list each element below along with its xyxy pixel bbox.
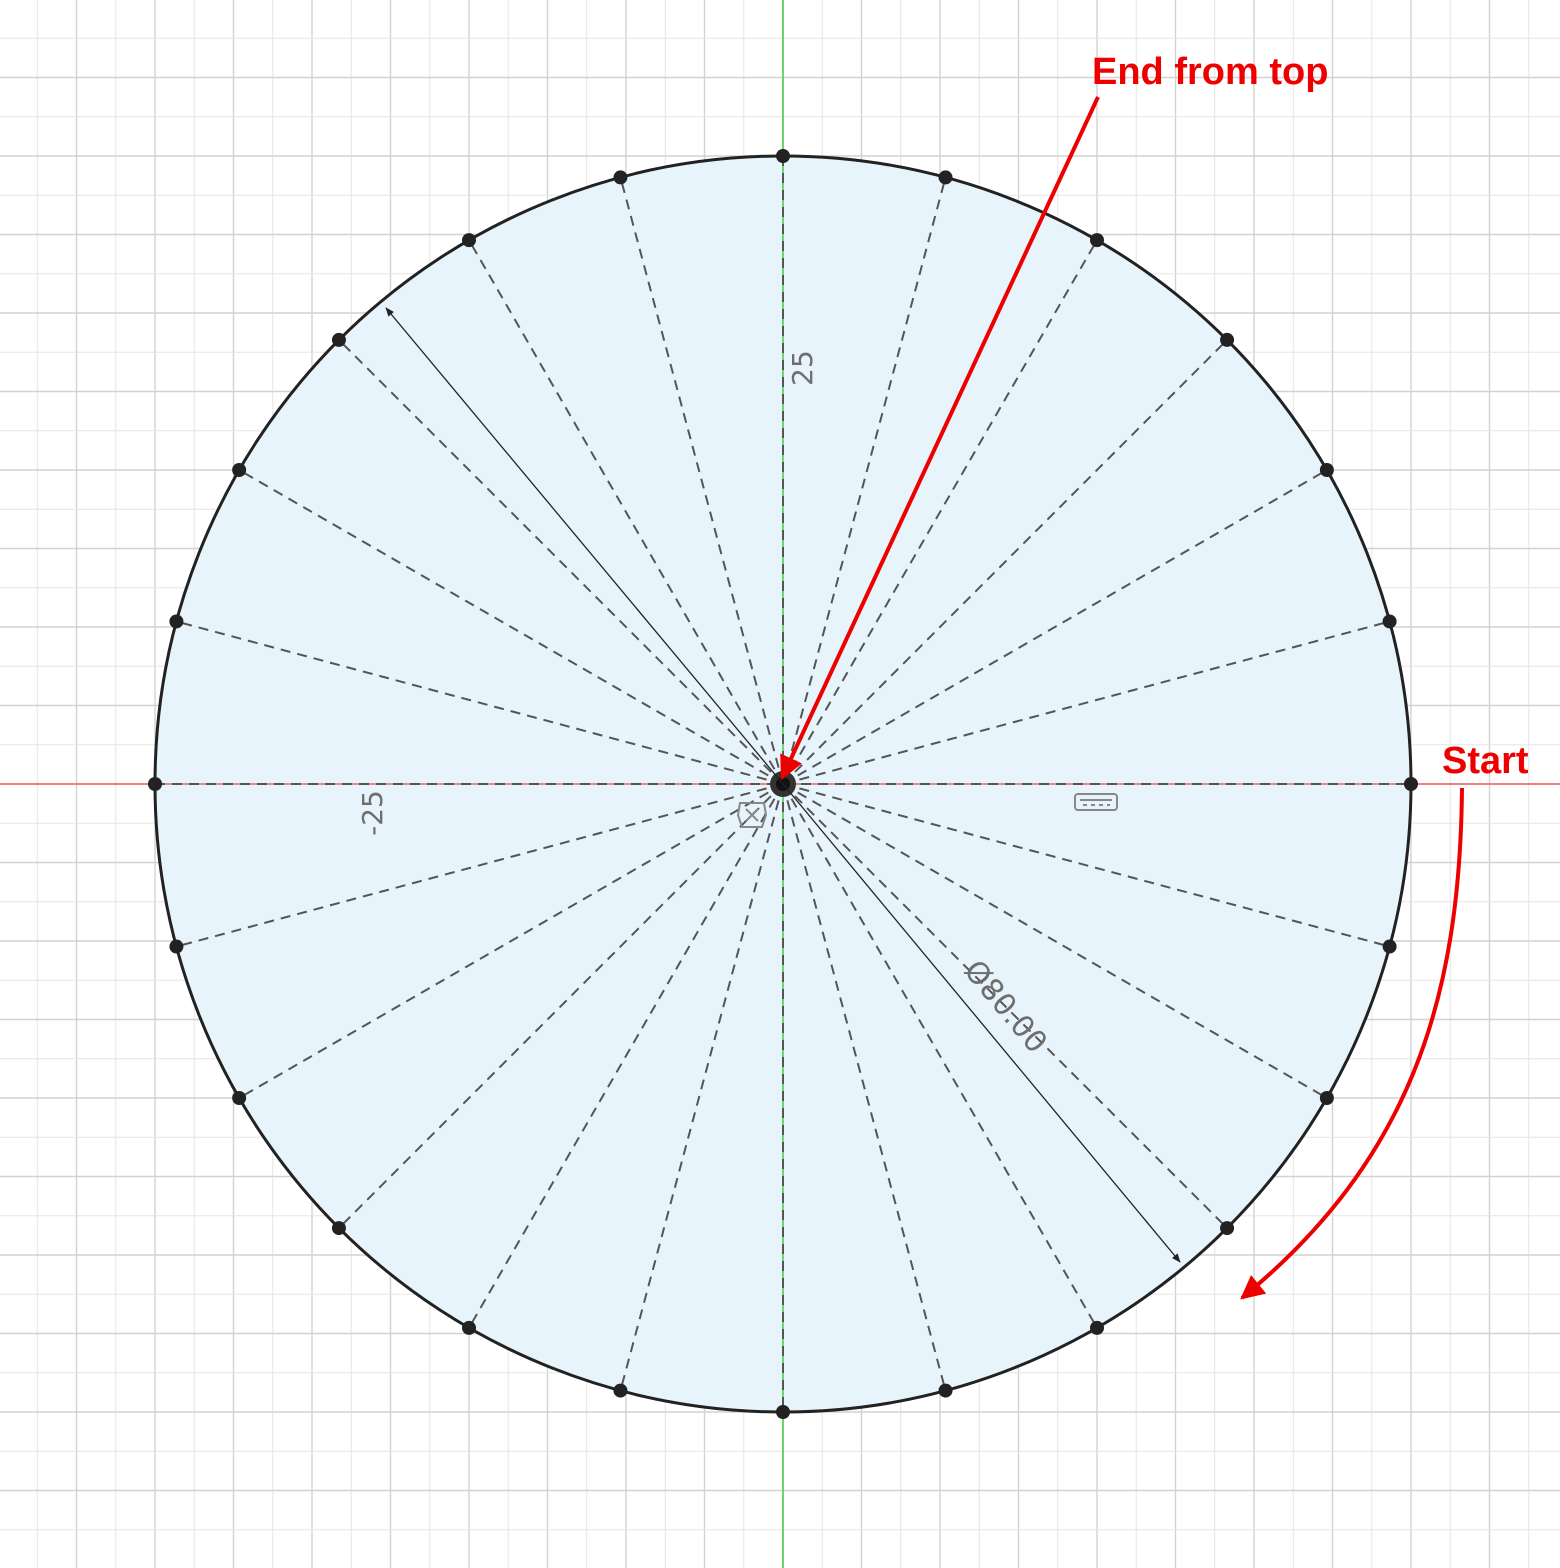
construction-spoke[interactable] <box>338 339 784 785</box>
construction-spoke[interactable] <box>782 783 1098 1329</box>
construction-spoke[interactable] <box>238 783 784 1099</box>
construction-spoke[interactable] <box>468 239 784 785</box>
division-point[interactable] <box>169 614 184 629</box>
construction-spoke[interactable] <box>782 177 947 785</box>
construction-spoke[interactable] <box>782 783 1228 1229</box>
division-point[interactable] <box>331 332 346 347</box>
division-point[interactable] <box>148 777 162 791</box>
division-point[interactable] <box>776 149 790 163</box>
division-point[interactable] <box>613 170 628 185</box>
division-point[interactable] <box>232 1091 247 1105</box>
straight-arrow-icon <box>780 96 1100 781</box>
division-point[interactable] <box>1382 614 1397 629</box>
construction-spoke[interactable] <box>782 783 1328 1099</box>
construction-spoke[interactable] <box>782 783 1390 948</box>
division-point[interactable] <box>1404 777 1418 791</box>
division-point[interactable] <box>1382 939 1397 954</box>
diameter-dimension-line[interactable] <box>385 307 784 785</box>
ruler-label-x-neg25: -25 <box>356 790 389 836</box>
construction-spoke[interactable] <box>338 783 784 1229</box>
construction-spoke[interactable] <box>782 339 1228 785</box>
ruler-label-y-25: 25 <box>786 350 819 386</box>
division-point[interactable] <box>1319 463 1334 477</box>
division-point[interactable] <box>331 1221 346 1236</box>
construction-lines <box>176 177 1390 1391</box>
start-label: Start <box>1442 740 1529 782</box>
diameter-dimension-line-lower[interactable] <box>782 783 1181 1263</box>
sketch-points <box>148 149 1418 1419</box>
division-point[interactable] <box>776 1405 790 1419</box>
construction-spoke[interactable] <box>238 469 784 785</box>
division-point[interactable] <box>462 1320 476 1335</box>
construction-spoke[interactable] <box>782 783 947 1391</box>
division-point[interactable] <box>1090 233 1104 248</box>
division-point[interactable] <box>613 1383 628 1398</box>
division-point[interactable] <box>232 463 247 477</box>
construction-spoke[interactable] <box>782 239 1098 785</box>
construction-spoke[interactable] <box>468 783 784 1329</box>
construction-spoke[interactable] <box>176 620 784 785</box>
division-point[interactable] <box>462 233 476 248</box>
construction-spoke[interactable] <box>619 783 784 1391</box>
construction-spoke[interactable] <box>619 177 784 785</box>
fix-constraint-icon[interactable] <box>736 802 768 828</box>
division-point[interactable] <box>1319 1091 1334 1105</box>
division-point[interactable] <box>938 170 953 185</box>
end-label: End from top <box>1092 51 1328 93</box>
construction-spoke[interactable] <box>782 620 1390 785</box>
construction-spoke[interactable] <box>176 783 784 948</box>
division-point[interactable] <box>1220 332 1235 347</box>
division-point[interactable] <box>1220 1221 1235 1236</box>
division-point[interactable] <box>1090 1320 1104 1335</box>
horizontal-constraint-icon[interactable] <box>1074 793 1118 811</box>
division-point[interactable] <box>938 1383 953 1398</box>
curved-arrow-icon <box>1240 787 1464 1300</box>
construction-spoke[interactable] <box>782 469 1328 785</box>
division-point[interactable] <box>169 939 184 954</box>
